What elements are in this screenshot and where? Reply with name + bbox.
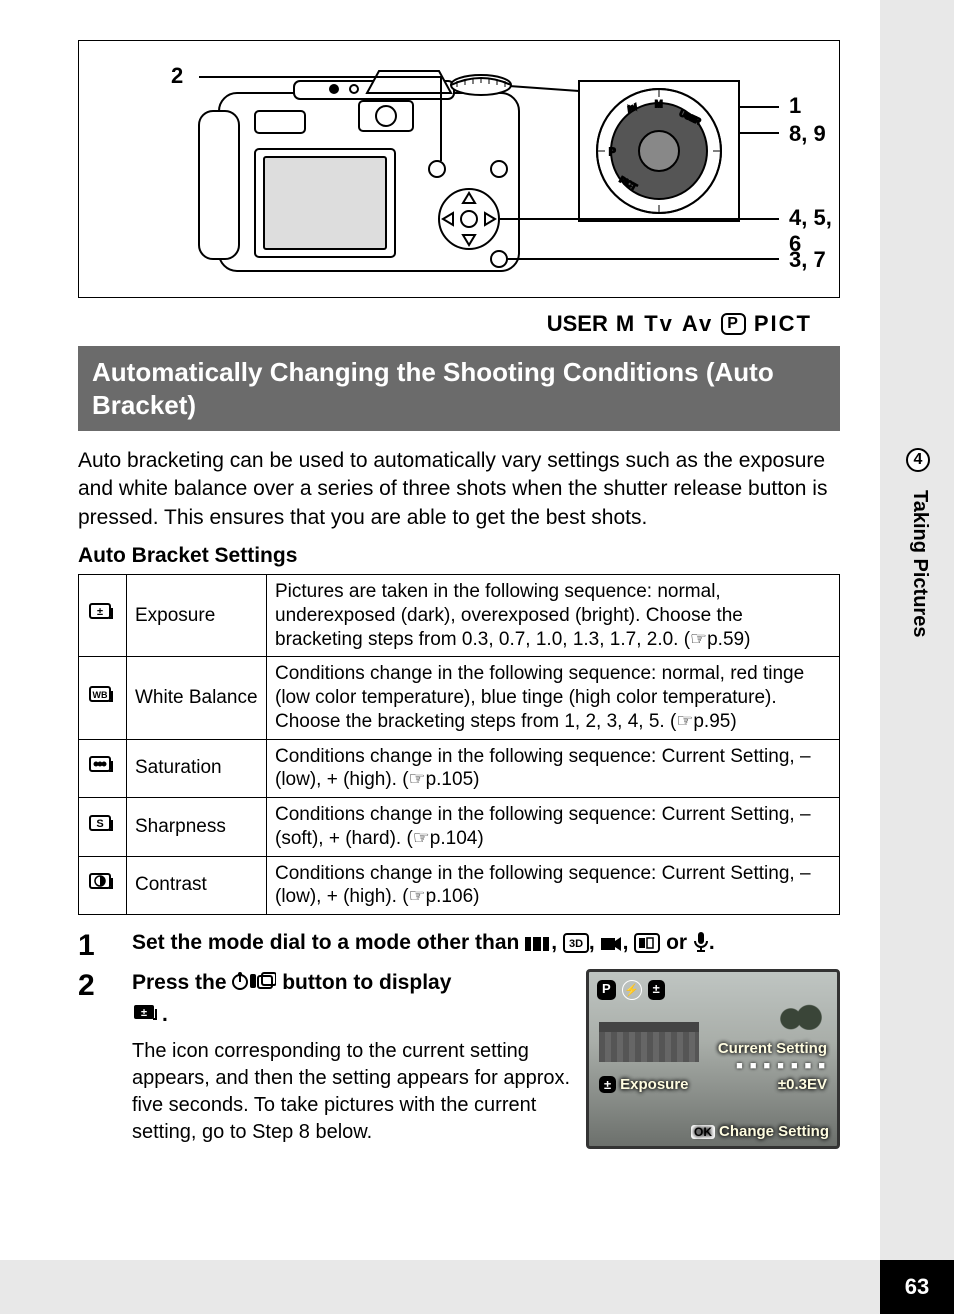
row-name: Sharpness: [127, 798, 267, 857]
chapter-title: Taking Pictures: [908, 490, 931, 637]
lcd-current-setting: Current Setting: [718, 1040, 827, 1057]
row-desc: Conditions change in the following seque…: [267, 856, 840, 915]
lcd-ok-icon: OK: [691, 1125, 715, 1139]
table-row: S Sharpness Conditions change in the fol…: [79, 798, 840, 857]
svg-text:WB: WB: [92, 690, 107, 700]
mode-p-icon: P: [721, 313, 746, 335]
intro-text: Auto bracketing can be used to automatic…: [78, 447, 840, 532]
lcd-scene-trees: [777, 1002, 823, 1030]
lcd-p-icon: P: [597, 980, 616, 1000]
lcd-dots: ■ ■ ■ ■ ■ ■ ■: [736, 1060, 827, 1072]
table-row: Saturation Conditions change in the foll…: [79, 739, 840, 798]
lcd-exposure-value: ±0.3EV: [778, 1076, 827, 1093]
panorama-icon: [525, 933, 551, 961]
wb-bracket-icon: WB: [79, 657, 127, 739]
voice-icon: [693, 931, 709, 961]
table-row: Contrast Conditions change in the follow…: [79, 856, 840, 915]
drive-mode-button-icon: [232, 971, 276, 1001]
sharpness-bracket-icon: S: [79, 798, 127, 857]
digital-filter-icon: [634, 933, 660, 961]
side-tab: 4 Taking Pictures: [880, 440, 954, 720]
exposure-bracket-icon: ±: [132, 1001, 162, 1033]
row-desc: Conditions change in the following seque…: [267, 739, 840, 798]
table-row: WB White Balance Conditions change in th…: [79, 657, 840, 739]
3d-icon: 3D: [563, 933, 589, 961]
svg-text:±: ±: [96, 606, 102, 618]
settings-subhead: Auto Bracket Settings: [78, 544, 840, 568]
lcd-exposure-label: Exposure: [620, 1076, 688, 1093]
lcd-change-setting: Change Setting: [719, 1123, 829, 1140]
exposure-bracket-icon: ±: [79, 575, 127, 657]
mode-m: M: [616, 311, 636, 337]
svg-text:S: S: [96, 818, 103, 830]
callout-1: 1: [789, 93, 801, 119]
mode-line: USER M Tv Av P PICT: [78, 310, 840, 338]
row-name: Exposure: [127, 575, 267, 657]
saturation-bracket-icon: [79, 739, 127, 798]
camera-diagram: Av M USER P PICT: [78, 40, 840, 298]
row-desc: Pictures are taken in the following sequ…: [267, 575, 840, 657]
contrast-bracket-icon: [79, 856, 127, 915]
step-number: 1: [78, 929, 114, 963]
lcd-exp-icon: ±: [599, 1076, 616, 1093]
svg-text:±: ±: [141, 1007, 147, 1019]
row-name: Saturation: [127, 739, 267, 798]
section-title: Automatically Changing the Shooting Cond…: [78, 346, 840, 431]
table-row: ± Exposure Pictures are taken in the fol…: [79, 575, 840, 657]
mode-tv: Tv: [644, 311, 674, 337]
svg-text:3D: 3D: [569, 938, 583, 950]
step-2: 2 P ⚡ ± Current Setting ■ ■ ■ ■ ■ ■ ■ ±E…: [78, 969, 840, 1149]
mode-pict: PICT: [754, 311, 812, 337]
svg-text:M: M: [655, 99, 663, 109]
movie-icon: [601, 933, 623, 961]
lcd-scene-building: [599, 1022, 699, 1062]
mode-user: USER: [547, 311, 608, 337]
row-name: White Balance: [127, 657, 267, 739]
callout-89: 8, 9: [789, 121, 826, 147]
row-name: Contrast: [127, 856, 267, 915]
lcd-preview: P ⚡ ± Current Setting ■ ■ ■ ■ ■ ■ ■ ±Exp…: [586, 969, 840, 1149]
callout-37: 3, 7: [789, 247, 826, 273]
chapter-number: 4: [906, 448, 930, 472]
step1-text: Set the mode dial to a mode other than ,…: [132, 929, 840, 961]
lcd-bracket-icon: ±: [648, 980, 665, 1000]
mode-av: Av: [682, 311, 713, 337]
step-1: 1 Set the mode dial to a mode other than…: [78, 929, 840, 963]
svg-text:P: P: [609, 147, 616, 158]
page-number: 63: [880, 1260, 954, 1314]
step-number: 2: [78, 969, 114, 1149]
settings-table: ± Exposure Pictures are taken in the fol…: [78, 574, 840, 915]
mode-moon-icon: [820, 310, 840, 338]
row-desc: Conditions change in the following seque…: [267, 798, 840, 857]
callout-2: 2: [171, 63, 183, 89]
row-desc: Conditions change in the following seque…: [267, 657, 840, 739]
lcd-flash-icon: ⚡: [622, 980, 642, 1000]
